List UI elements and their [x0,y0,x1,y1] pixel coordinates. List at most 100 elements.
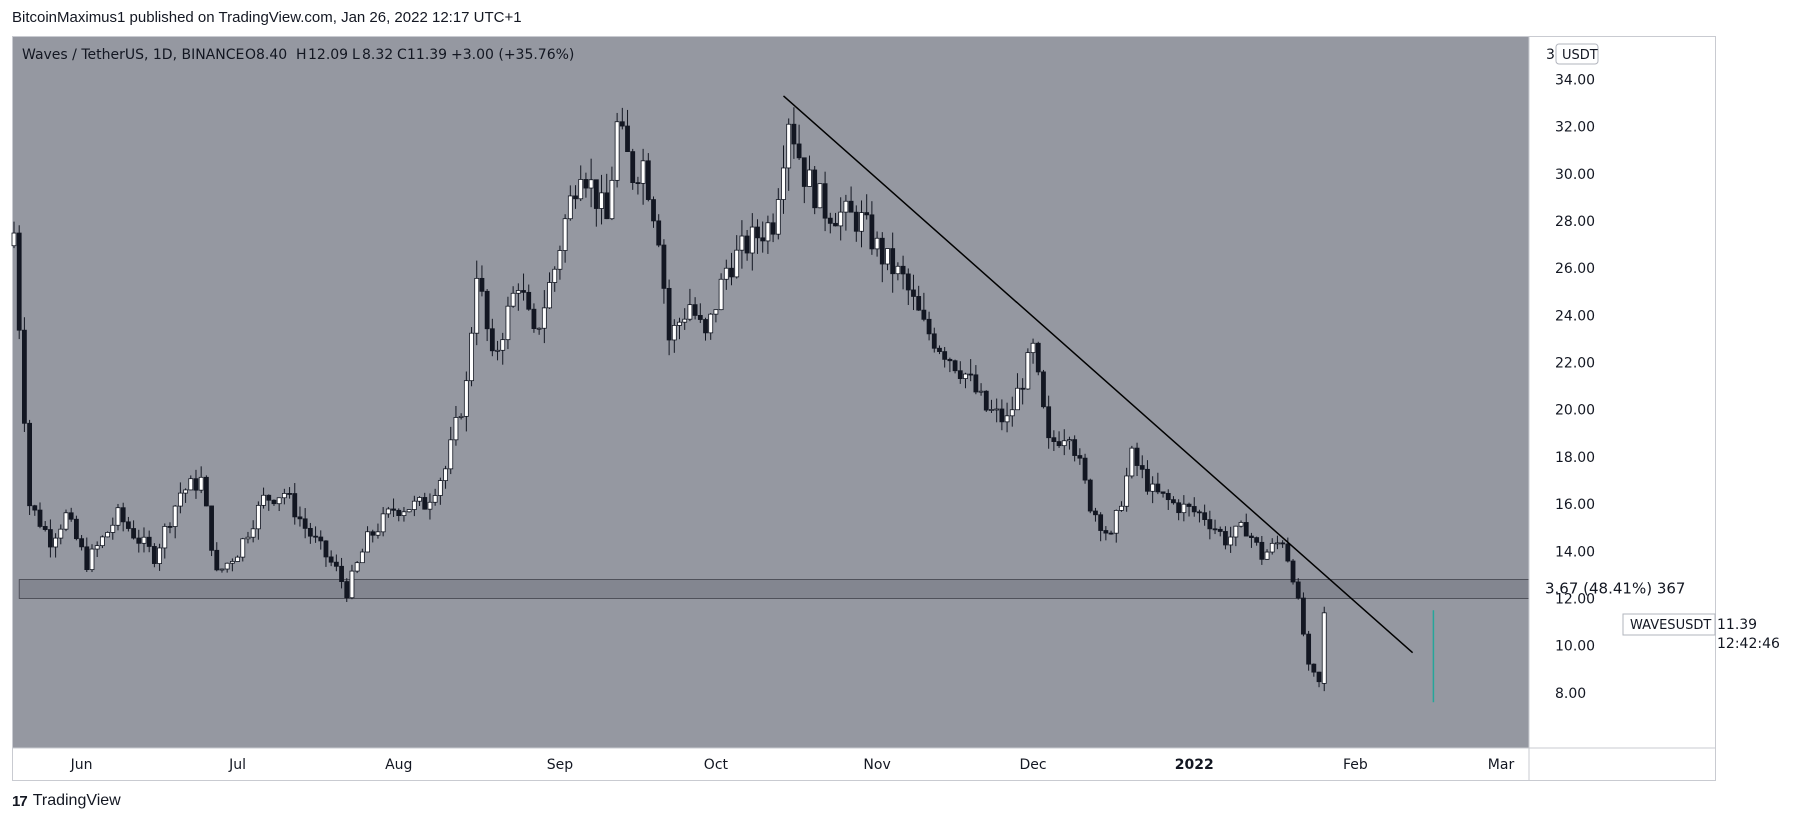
candle-body [177,492,183,507]
price-tick-label: 16.00 [1555,497,1595,513]
candle-body [287,493,292,495]
support-zone [18,579,1530,599]
candle-body [318,536,324,542]
candle-body [463,380,469,417]
candle-body [1082,457,1088,481]
candle-body [994,408,1000,411]
candle-body [302,518,308,529]
footer-brand[interactable]: 17 TradingView [12,792,121,810]
candle-body [1223,531,1228,546]
candle-body [926,318,932,335]
candle-body [183,489,188,494]
publisher-line: BitcoinMaximus1 published on TradingView… [12,9,522,26]
candle-body [1030,342,1036,354]
candle-body [1254,537,1260,543]
last-price-symbol-box [1622,613,1716,636]
candle-body [125,521,131,529]
candle-body [391,508,396,511]
candle-body [432,495,438,503]
candle-body [781,167,786,200]
candle-body [900,265,906,275]
candle-body [1145,468,1150,492]
candle-body [807,169,812,187]
candle-body [744,235,750,254]
candle-body [1264,551,1270,560]
candle-body [1113,510,1119,534]
change-value: +3.00 (+35.76%) [451,47,574,63]
candle-body [656,220,662,246]
low-label: L [352,47,360,63]
currency-badge[interactable]: 3 USDT [1546,43,1599,65]
candle-body [1191,506,1197,513]
candle-body [1301,597,1306,635]
candle-body [1087,479,1093,512]
currency-badge-text: USDT [1562,48,1598,63]
candle-body [1275,542,1280,545]
candle-body [359,551,365,564]
candle-body [942,351,948,360]
candle-body [136,537,142,544]
time-axis[interactable]: Jun Jul Aug Sep Oct Nov Dec 2022 Feb Mar [12,747,1716,773]
candle-body [578,179,584,200]
candle-body [765,222,771,242]
candle-body [973,374,979,393]
candle-body [1103,530,1109,534]
candle-body [1067,439,1072,442]
time-tick-label: Aug [385,757,412,773]
candle-body [224,562,230,570]
high-value: 12.09 [308,47,348,63]
last-price-symbol: WAVESUSDT [1630,618,1711,633]
bar-countdown: 12:42:46 [1717,636,1780,652]
candle-body [786,123,792,169]
candle-body [697,315,703,320]
candle-body [1233,525,1239,538]
candle-body [1020,387,1026,390]
candle-body [411,500,417,510]
open-label: O [245,47,256,63]
time-tick-label: Jul [228,757,246,773]
candle-body [162,526,168,549]
candle-body [292,493,298,518]
close-value: 11.39 [407,47,447,63]
candle-body [916,296,922,311]
candle-body [1280,542,1286,545]
candle-body [443,468,448,481]
candle-body [1217,528,1223,532]
candle-body [541,307,547,329]
candle-body [203,476,209,507]
candle-body [573,195,578,200]
trendline[interactable] [783,95,1414,654]
candle-body [261,494,266,506]
candle-body [723,267,729,280]
candle-body [1181,503,1187,514]
candle-body [115,507,121,526]
candle-body [1035,342,1041,373]
candle-body [609,179,615,220]
candle-body [16,232,22,331]
price-tick-label: 14.00 [1555,544,1595,560]
candle-body [682,318,688,323]
candle-body [843,200,849,213]
last-price-label: WAVESUSDT 11.39 12:42:46 [1622,613,1786,654]
candle-body [526,291,532,310]
candles [11,107,1327,692]
candle-body [47,529,53,548]
candle-body [37,509,43,527]
candle-body [1025,352,1031,390]
time-tick-label: Sep [547,757,574,773]
candle-body [583,179,589,189]
candle-body [339,565,344,582]
candle-body [796,143,802,159]
price-axis[interactable]: 8.00 10.00 12.00 14.00 16.00 18.00 20.00 22.00 2… [1528,36,1595,781]
candle-body [1207,519,1213,530]
candle-body [99,536,105,547]
price-axis-top-label: 3 [1546,47,1555,63]
candle-body [661,244,667,289]
candle-body [760,237,766,242]
candle-body [120,507,126,523]
candle-body [328,556,334,563]
price-tick-label: 34.00 [1555,72,1595,88]
candle-body [1051,437,1057,442]
candle-body [209,505,214,551]
